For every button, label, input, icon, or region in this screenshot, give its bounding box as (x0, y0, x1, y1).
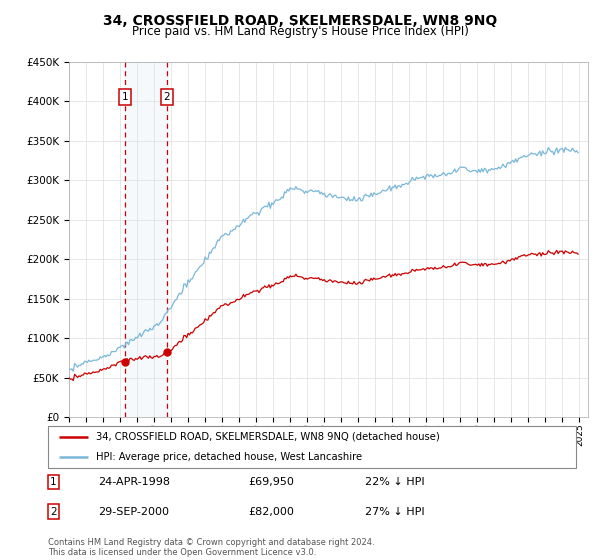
Text: £82,000: £82,000 (248, 507, 295, 516)
Text: Price paid vs. HM Land Registry's House Price Index (HPI): Price paid vs. HM Land Registry's House … (131, 25, 469, 38)
Text: HPI: Average price, detached house, West Lancashire: HPI: Average price, detached house, West… (95, 452, 362, 462)
Text: 22% ↓ HPI: 22% ↓ HPI (365, 477, 424, 487)
Text: 1: 1 (50, 477, 56, 487)
Text: 27% ↓ HPI: 27% ↓ HPI (365, 507, 424, 516)
Text: £69,950: £69,950 (248, 477, 295, 487)
Text: 34, CROSSFIELD ROAD, SKELMERSDALE, WN8 9NQ: 34, CROSSFIELD ROAD, SKELMERSDALE, WN8 9… (103, 14, 497, 28)
Text: 24-APR-1998: 24-APR-1998 (98, 477, 170, 487)
Text: 29-SEP-2000: 29-SEP-2000 (98, 507, 169, 516)
Bar (125, 62, 167, 417)
Text: Contains HM Land Registry data © Crown copyright and database right 2024.
This d: Contains HM Land Registry data © Crown c… (48, 538, 374, 557)
Text: 1: 1 (122, 92, 128, 102)
Text: 2: 2 (164, 92, 170, 102)
Text: 2: 2 (50, 507, 56, 516)
Text: 34, CROSSFIELD ROAD, SKELMERSDALE, WN8 9NQ (detached house): 34, CROSSFIELD ROAD, SKELMERSDALE, WN8 9… (95, 432, 439, 442)
